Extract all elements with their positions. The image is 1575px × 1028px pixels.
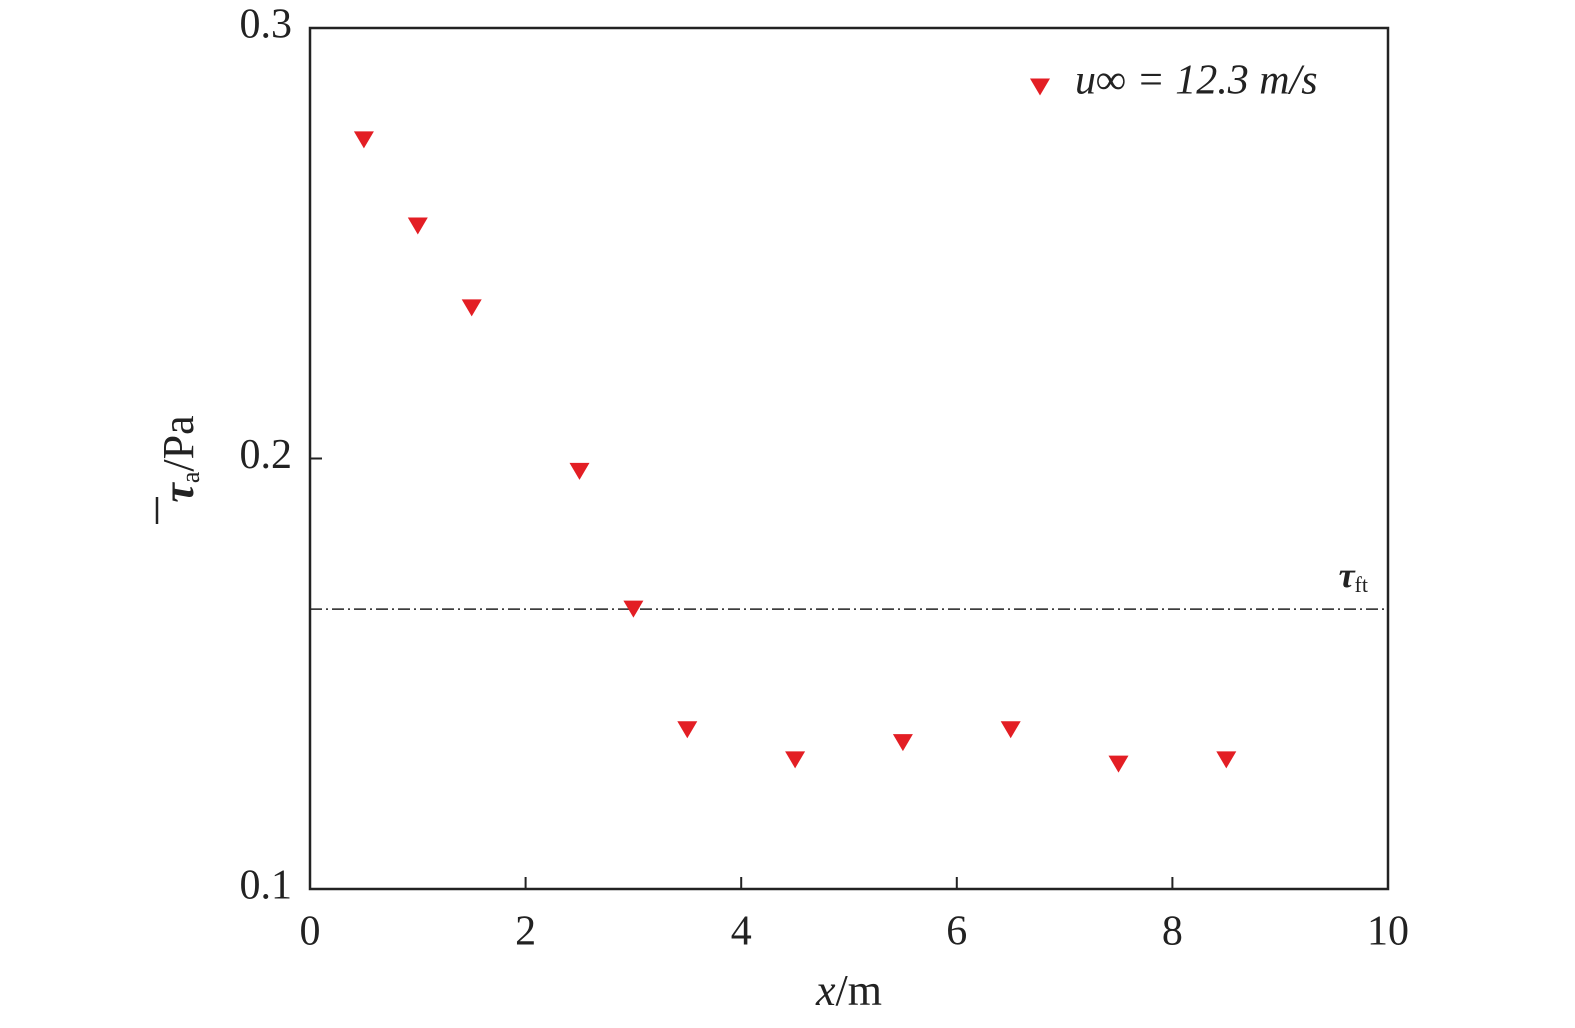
threshold-label: τft xyxy=(1339,555,1368,597)
data-point xyxy=(677,721,698,739)
data-point xyxy=(569,462,590,480)
x-label-unit: /m xyxy=(836,966,882,1015)
data-point xyxy=(623,600,644,618)
x-axis-label: x/m xyxy=(815,966,882,1015)
data-point xyxy=(892,734,913,752)
x-tick-label: 0 xyxy=(300,909,321,955)
data-point xyxy=(1216,751,1237,769)
legend-label: u∞ = 12.3 m/s xyxy=(1075,58,1318,104)
legend-marker xyxy=(1030,78,1050,96)
x-tick-label: 10 xyxy=(1367,909,1409,955)
y-axis-label: τa/Pa xyxy=(154,415,205,502)
y-tick-label: 0.1 xyxy=(240,863,293,909)
data-point xyxy=(353,131,374,149)
data-point xyxy=(407,217,428,235)
y-label-var: τ xyxy=(154,482,203,503)
y-axis-label-group: τa/Pa xyxy=(154,415,205,524)
x-tick-label: 2 xyxy=(515,909,536,955)
threshold-sub: ft xyxy=(1355,572,1368,597)
threshold-symbol: τ xyxy=(1339,555,1356,595)
data-point xyxy=(1000,721,1021,739)
x-tick-label: 6 xyxy=(946,909,967,955)
x-label-var: x xyxy=(815,966,836,1015)
data-point xyxy=(461,299,482,317)
y-label-unit: /Pa xyxy=(154,415,203,471)
y-tick-label: 0.3 xyxy=(240,2,293,48)
y-tick-label: 0.2 xyxy=(240,432,293,478)
x-tick-label: 4 xyxy=(731,909,752,955)
data-point xyxy=(1108,755,1129,773)
data-point xyxy=(785,751,806,769)
x-tick-label: 8 xyxy=(1162,909,1183,955)
y-label-sub: a xyxy=(176,471,205,483)
